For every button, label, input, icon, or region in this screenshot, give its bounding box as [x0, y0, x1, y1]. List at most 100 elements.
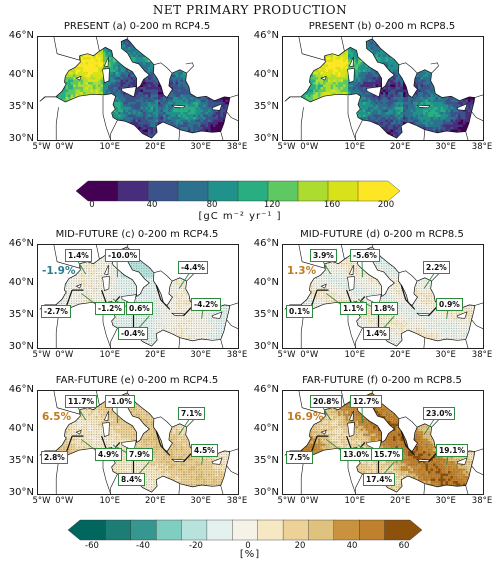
- country-border: [178, 337, 181, 348]
- field-layer: [284, 38, 475, 139]
- island: [211, 457, 223, 465]
- island: [102, 276, 110, 292]
- colorbar-tick-label: 80: [197, 200, 227, 210]
- country-border: [430, 62, 439, 74]
- map-svg: [284, 37, 483, 140]
- colorbar-tick-label: -20: [181, 541, 211, 551]
- country-border: [226, 319, 238, 329]
- country-border: [474, 302, 483, 306]
- lon-label: 0°W: [292, 142, 326, 152]
- country-border: [110, 473, 118, 494]
- country-border: [226, 465, 238, 475]
- coastline: [284, 38, 476, 139]
- country-border: [226, 111, 238, 121]
- lat-label: 40°N: [245, 423, 279, 434]
- sub-basin-callout: 12.7%: [350, 395, 383, 408]
- lon-label: 30°E: [429, 350, 463, 360]
- colorbar-segment: [267, 180, 299, 202]
- callout-leader: [76, 259, 87, 275]
- colorbar-tick-label: 200: [371, 200, 401, 210]
- lon-label: 20°E: [138, 350, 172, 360]
- sub-basin-boundary: [405, 299, 416, 310]
- sub-basin-callout: 23.0%: [423, 407, 456, 420]
- lon-label: 30°E: [184, 496, 218, 506]
- island: [75, 283, 82, 289]
- colorbar-segment: [206, 519, 233, 541]
- lon-label: 0°W: [292, 496, 326, 506]
- sub-basin-callout: -10.0%: [105, 249, 141, 262]
- lat-label: 30°N: [0, 133, 34, 144]
- sub-basin-boundary: [101, 289, 107, 304]
- sub-basin-callout: 4.9%: [95, 448, 122, 461]
- country-border: [340, 391, 345, 406]
- country-border: [220, 339, 224, 348]
- sub-basin-callout: 11.7%: [65, 395, 98, 408]
- country-border: [465, 131, 469, 140]
- lon-label: 20°E: [383, 142, 417, 152]
- sub-basin-boundary: [346, 289, 352, 304]
- country-border: [465, 485, 469, 494]
- country-border: [298, 37, 326, 61]
- sub-basin-callout: -1.0%: [105, 395, 135, 408]
- island: [103, 264, 109, 275]
- sub-basin-callout: 1.8%: [371, 302, 398, 315]
- country-border: [340, 37, 345, 52]
- callout-leader: [178, 417, 191, 436]
- map-panel: [37, 36, 239, 141]
- lon-label: 38°E: [220, 350, 254, 360]
- lon-label: 38°E: [465, 142, 499, 152]
- country-border: [95, 391, 100, 406]
- lon-label: 20°E: [383, 350, 417, 360]
- sub-basin-boundary: [160, 299, 171, 310]
- country-border: [371, 245, 374, 248]
- callout-leader: [423, 417, 436, 436]
- lon-label: 10°E: [93, 350, 127, 360]
- sub-basin-callout: -1.2%: [95, 302, 125, 315]
- map-svg: [39, 37, 238, 140]
- country-border: [185, 62, 194, 74]
- country-border: [55, 461, 59, 494]
- country-border: [178, 129, 181, 140]
- lat-label: 46°N: [0, 384, 34, 395]
- lon-label: 10°E: [338, 142, 372, 152]
- lon-label: 30°E: [429, 496, 463, 506]
- lon-label: 5°W: [25, 142, 59, 152]
- sub-basin-callout: -0.4%: [118, 327, 148, 340]
- colorbar-segment: [333, 519, 360, 541]
- callout-leader: [76, 405, 87, 421]
- country-border: [471, 465, 483, 475]
- lon-label: 38°E: [465, 496, 499, 506]
- island: [75, 75, 82, 81]
- lon-label: 0°W: [47, 142, 81, 152]
- basin-mean-label: 6.5%: [42, 411, 71, 423]
- colorbar-tick-label: 0: [77, 200, 107, 210]
- map-panel: [282, 36, 484, 141]
- sub-basin-callout: -4.2%: [191, 298, 221, 311]
- sub-basin-boundary: [400, 284, 407, 300]
- island: [211, 311, 223, 319]
- sub-basin-boundary: [400, 430, 407, 446]
- sub-basin-callout: 7.1%: [178, 407, 205, 420]
- country-border: [110, 327, 118, 348]
- panel-title: MID-FUTURE (c) 0-200 m RCP4.5: [27, 229, 247, 240]
- colorbar-tick-label: 120: [257, 200, 287, 210]
- island: [103, 56, 109, 67]
- callout-leader: [178, 271, 191, 290]
- island: [456, 457, 468, 465]
- colorbar-tick-label: 0: [233, 541, 263, 551]
- island: [347, 276, 355, 292]
- country-border: [474, 94, 483, 98]
- country-border: [298, 391, 326, 415]
- country-border: [398, 270, 418, 282]
- lat-label: 46°N: [245, 30, 279, 41]
- country-border: [300, 107, 304, 140]
- map-svg: [39, 391, 238, 494]
- colorbar-tick-label: 20: [285, 541, 315, 551]
- lat-label: 40°N: [0, 277, 34, 288]
- lat-label: 46°N: [245, 238, 279, 249]
- country-border: [53, 37, 81, 61]
- lon-label: 20°E: [138, 142, 172, 152]
- figure-title: NET PRIMARY PRODUCTION: [0, 3, 500, 17]
- country-border: [474, 448, 483, 452]
